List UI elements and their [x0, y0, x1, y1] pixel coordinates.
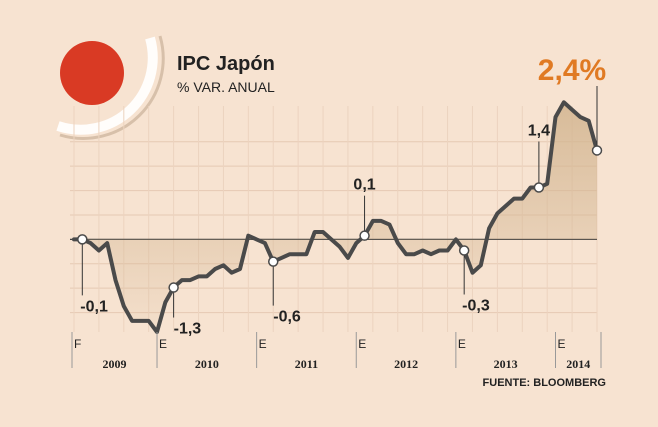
- year-tick-label: 2014: [566, 357, 590, 371]
- chart-title: IPC Japón: [177, 53, 275, 75]
- month-tick-label: E: [557, 337, 565, 351]
- data-label: -0,3: [462, 297, 490, 314]
- month-tick-label: E: [358, 337, 366, 351]
- source-label: FUENTE: BLOOMBERG: [483, 377, 606, 389]
- data-point-marker: [267, 256, 279, 267]
- month-tick-label: E: [458, 337, 466, 351]
- data-point-marker: [533, 182, 545, 193]
- data-label: -1,3: [174, 321, 202, 338]
- data-point-marker: [168, 282, 179, 293]
- year-tick-label: 2013: [494, 357, 518, 371]
- headline-value: 2,4%: [538, 54, 606, 87]
- year-tick-label: 2009: [103, 357, 127, 371]
- data-point-marker: [591, 145, 603, 156]
- grid-lines: [70, 106, 598, 332]
- data-label: -0,1: [80, 298, 108, 315]
- month-tick-label: F: [74, 337, 81, 351]
- year-tick-label: 2011: [295, 357, 318, 371]
- series-area: [74, 102, 597, 332]
- chart-subtitle: % VAR. ANUAL: [177, 79, 275, 95]
- data-point-marker: [359, 230, 370, 241]
- data-point-marker: [458, 245, 470, 256]
- data-point-marker: [77, 234, 88, 245]
- data-label: 0,1: [353, 177, 375, 194]
- data-label: -0,6: [273, 309, 301, 326]
- data-label: 1,4: [528, 123, 550, 140]
- year-tick-label: 2012: [394, 357, 418, 371]
- month-tick-label: E: [159, 337, 167, 351]
- year-tick-label: 2010: [195, 357, 219, 371]
- series-line: [72, 100, 599, 334]
- month-tick-label: E: [259, 337, 267, 351]
- japan-sun-icon: [56, 35, 165, 140]
